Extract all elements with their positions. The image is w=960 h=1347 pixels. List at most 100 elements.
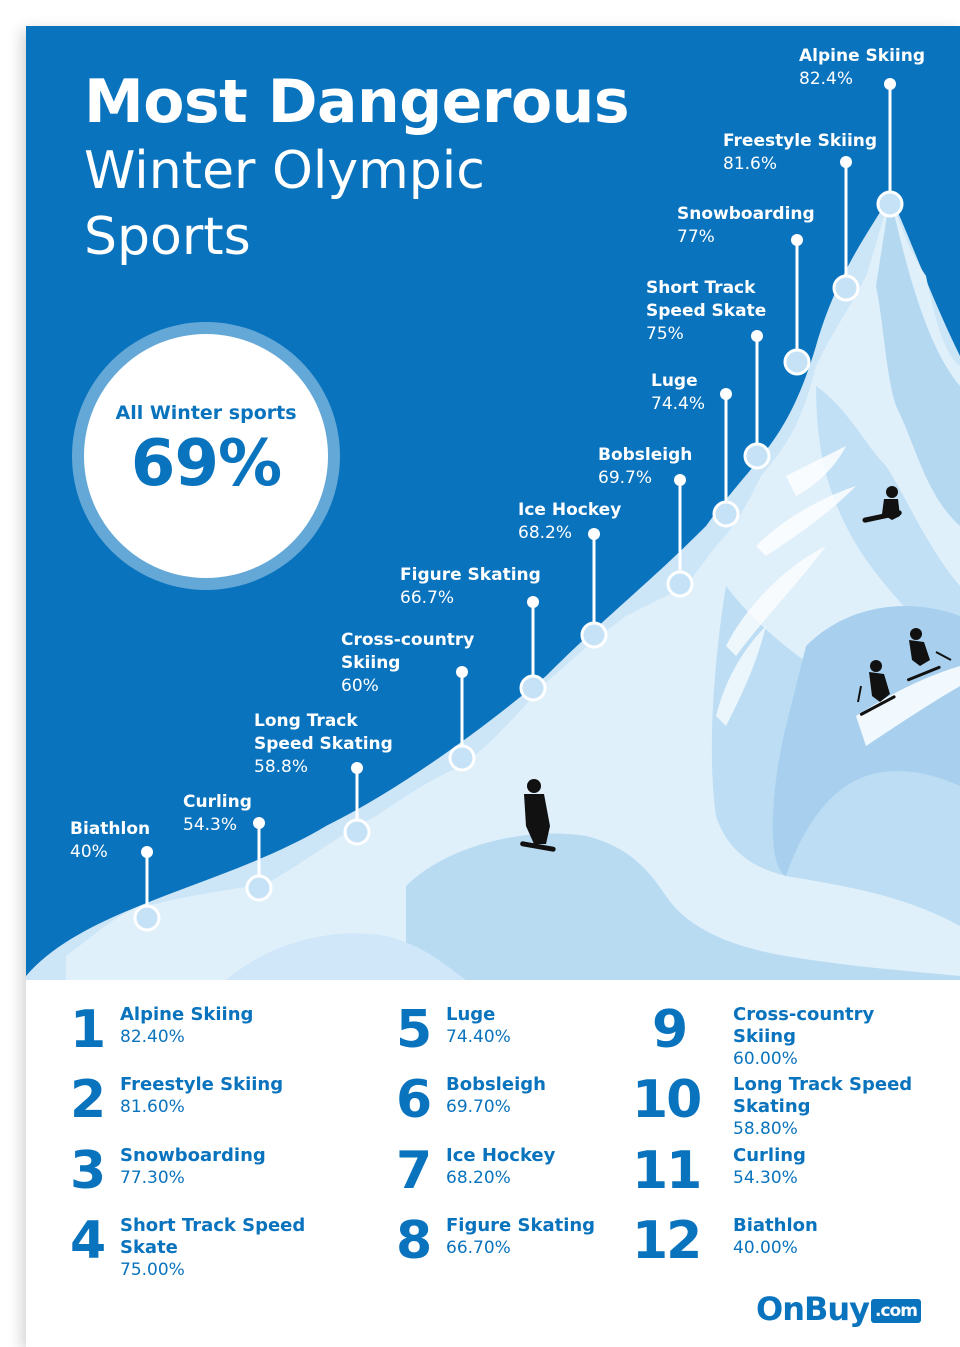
pin-marker xyxy=(783,348,811,376)
pin-marker xyxy=(666,570,694,598)
lower-slope-shadow xyxy=(406,833,960,980)
snow-streak xyxy=(726,546,826,656)
pin-sport-name: Figure Skating xyxy=(400,565,541,585)
rank-sport-value: 40.00% xyxy=(733,1238,798,1258)
rank-sport-label: Bobsleigh xyxy=(446,1074,546,1095)
pin-top-dot xyxy=(141,846,153,858)
pin-sport-name: Speed Skating xyxy=(254,734,393,754)
pin-label: Short Track Speed Skate 75% xyxy=(646,277,766,346)
pin-top-dot xyxy=(253,817,265,829)
pin-percentage: 40% xyxy=(70,842,108,862)
rank-sport-label: Snowboarding xyxy=(120,1145,266,1166)
ranking-item: 12 Biathlon 40.00% xyxy=(632,1211,952,1285)
rank-sport-value: 66.70% xyxy=(446,1238,511,1258)
rank-sport-name: Biathlon 40.00% xyxy=(733,1215,943,1259)
pin-label: Snowboarding 77% xyxy=(677,203,815,249)
ranking-item: 5 Luge 74.40% xyxy=(396,1000,696,1074)
rank-number: 2 xyxy=(70,1070,106,1130)
pin-label: Luge 74.4% xyxy=(651,370,705,416)
rank-number: 1 xyxy=(70,1000,106,1060)
infographic-sheet: Most Dangerous Winter Olympic Sports All… xyxy=(26,26,960,1347)
rank-sport-label: Biathlon xyxy=(733,1215,818,1236)
rank-sport-value: 58.80% xyxy=(733,1119,798,1139)
mountain-shadow xyxy=(876,196,960,526)
pin-percentage: 81.6% xyxy=(723,154,778,174)
logo-suffix: .com xyxy=(871,1299,921,1323)
overall-stat-label: All Winter sports xyxy=(115,402,297,424)
pin-layer xyxy=(133,78,904,932)
pin-marker xyxy=(343,818,371,846)
rank-number: 10 xyxy=(632,1070,702,1130)
onbuy-logo: OnBuy .com xyxy=(756,1290,921,1328)
ranking-item: 6 Bobsleigh 69.70% xyxy=(396,1070,696,1144)
pin-top-dot xyxy=(720,388,732,400)
pin-percentage: 58.8% xyxy=(254,757,309,777)
rank-sport-label: Long Track Speed Skating xyxy=(733,1074,913,1117)
pin-percentage: 74.4% xyxy=(651,394,706,414)
pin-marker xyxy=(743,442,771,470)
pin-top-dot xyxy=(527,596,539,608)
pin-percentage: 54.3% xyxy=(183,815,238,835)
rank-number: 3 xyxy=(70,1141,106,1201)
pin-top-dot xyxy=(456,666,468,678)
rank-sport-name: Curling 54.30% xyxy=(733,1145,943,1189)
rank-sport-value: 60.00% xyxy=(733,1049,798,1069)
rank-sport-value: 77.30% xyxy=(120,1168,185,1188)
rank-sport-name: Ice Hockey 68.20% xyxy=(446,1145,656,1189)
pin-label: Long Track Speed Skating 58.8% xyxy=(254,710,393,779)
pin-top-dot xyxy=(884,78,896,90)
ranking-item: 7 Ice Hockey 68.20% xyxy=(396,1141,696,1215)
rank-number: 5 xyxy=(396,1000,432,1060)
pin-sport-name: Ice Hockey xyxy=(518,500,622,520)
pin-label: Cross-country Skiing 60% xyxy=(341,629,474,698)
skier-silhouette xyxy=(907,628,952,682)
pin-label: Biathlon 40% xyxy=(70,818,150,864)
ski-slope xyxy=(856,666,960,746)
ranking-item: 9 Cross-country Skiing 60.00% xyxy=(652,1000,952,1074)
rank-sport-label: Figure Skating xyxy=(446,1215,596,1236)
snowboarder-silhouette xyxy=(520,779,556,852)
pin-marker xyxy=(832,274,860,302)
rank-sport-label: Curling xyxy=(733,1145,806,1166)
pin-top-dot xyxy=(588,528,600,540)
ranking-item: 4 Short Track Speed Skate 75.00% xyxy=(70,1211,370,1285)
pin-percentage: 82.4% xyxy=(799,69,854,89)
pin-sport-name: Curling xyxy=(183,792,252,812)
rank-sport-value: 68.20% xyxy=(446,1168,511,1188)
pin-label: Ice Hockey 68.2% xyxy=(518,499,621,545)
rank-sport-label: Freestyle Skiing xyxy=(120,1074,284,1095)
rank-sport-name: Figure Skating 66.70% xyxy=(446,1215,656,1259)
pin-sport-name: Alpine Skiing xyxy=(799,46,926,66)
pin-sport-name: Freestyle Skiing xyxy=(723,131,878,151)
overall-stat-value: 69% xyxy=(130,427,282,501)
pin-label: Figure Skating 66.7% xyxy=(400,564,541,610)
rank-number: 8 xyxy=(396,1211,432,1271)
ranking-item: 8 Figure Skating 66.70% xyxy=(396,1211,696,1285)
pin-label: Alpine Skiing 82.4% xyxy=(799,45,925,91)
rank-number: 9 xyxy=(652,1000,688,1060)
pin-label: Bobsleigh 69.7% xyxy=(598,444,692,490)
pin-sport-name: Snowboarding xyxy=(677,204,815,224)
pin-top-dot xyxy=(840,156,852,168)
pin-marker xyxy=(580,621,608,649)
rank-number: 11 xyxy=(632,1141,702,1201)
ranking-item: 2 Freestyle Skiing 81.60% xyxy=(70,1070,370,1144)
ranking-item: 11 Curling 54.30% xyxy=(632,1141,952,1215)
pin-sport-name: Skiing xyxy=(341,653,401,673)
pin-percentage: 69.7% xyxy=(598,468,653,488)
rank-sport-label: Luge xyxy=(446,1004,496,1025)
pin-percentage: 68.2% xyxy=(518,523,573,543)
title-line-1: Most Dangerous xyxy=(84,67,630,137)
pin-marker xyxy=(133,904,161,932)
pin-top-dot xyxy=(351,762,363,774)
pin-top-dot xyxy=(751,330,763,342)
pin-sport-name: Luge xyxy=(651,371,698,391)
snowboarder-silhouette xyxy=(862,486,902,523)
rank-sport-label: Ice Hockey xyxy=(446,1145,556,1166)
title-line-3: Sports xyxy=(84,207,251,267)
rank-sport-value: 75.00% xyxy=(120,1260,185,1280)
rank-sport-value: 81.60% xyxy=(120,1097,185,1117)
snow-streak xyxy=(716,626,766,726)
snow-streak xyxy=(756,486,856,556)
rank-sport-value: 82.40% xyxy=(120,1027,185,1047)
